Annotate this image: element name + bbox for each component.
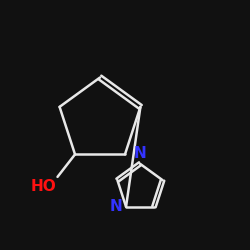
Text: HO: HO — [30, 180, 56, 194]
Text: N: N — [134, 146, 146, 161]
Text: N: N — [109, 199, 122, 214]
